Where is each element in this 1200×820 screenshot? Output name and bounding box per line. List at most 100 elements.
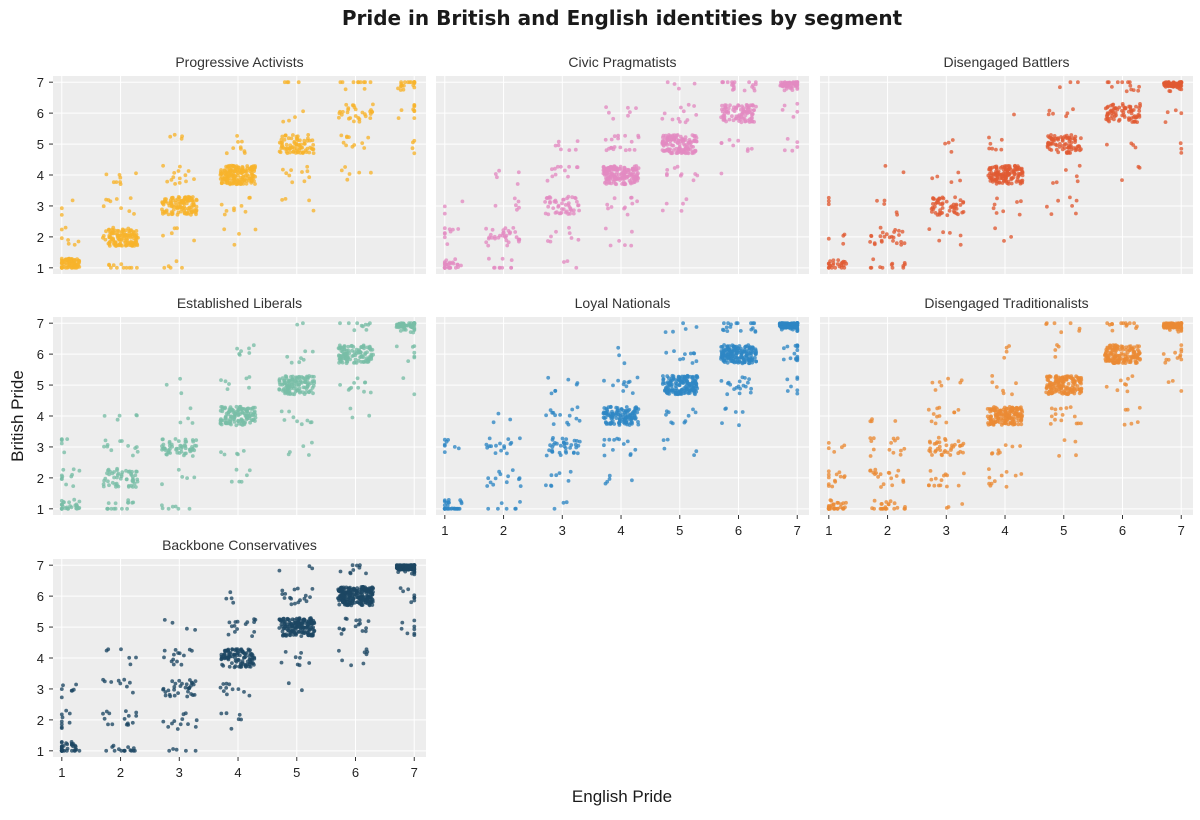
data-point — [305, 138, 310, 143]
data-point — [237, 232, 241, 236]
data-point — [281, 167, 285, 172]
data-point — [1013, 473, 1018, 478]
data-point — [577, 439, 582, 444]
data-point — [1014, 411, 1019, 416]
data-point — [497, 469, 501, 474]
data-point — [295, 322, 300, 327]
data-point — [238, 168, 242, 173]
data-point — [694, 449, 699, 454]
data-point — [1010, 392, 1014, 397]
data-point — [399, 80, 403, 85]
data-point — [720, 421, 724, 425]
data-point — [1071, 107, 1075, 112]
data-point — [448, 265, 452, 270]
data-point — [988, 166, 993, 170]
data-point — [284, 376, 289, 381]
data-point — [247, 167, 252, 172]
data-point — [952, 210, 957, 215]
data-point — [394, 344, 399, 349]
data-point — [1049, 141, 1054, 146]
data-point — [228, 419, 233, 424]
data-point — [740, 410, 745, 414]
data-point — [795, 109, 800, 114]
data-point — [795, 140, 800, 145]
data-point — [1108, 352, 1113, 357]
data-point — [611, 448, 615, 452]
data-point — [161, 202, 166, 207]
data-point — [694, 325, 699, 329]
data-point — [750, 112, 755, 116]
data-point — [224, 421, 229, 426]
data-point — [1133, 145, 1138, 150]
data-point — [103, 237, 108, 242]
data-point — [753, 348, 758, 353]
data-point — [950, 204, 954, 209]
data-point — [574, 416, 579, 421]
data-point — [1163, 360, 1168, 365]
data-point — [750, 357, 755, 362]
data-point — [1173, 108, 1178, 113]
data-point — [958, 380, 963, 385]
data-point — [344, 357, 349, 362]
data-point — [245, 164, 250, 168]
data-point — [995, 413, 999, 417]
data-point — [878, 506, 883, 511]
data-point — [1120, 178, 1124, 183]
data-point — [309, 420, 314, 425]
data-point — [170, 679, 175, 684]
data-point — [898, 452, 903, 457]
data-point — [890, 265, 895, 270]
data-point — [106, 501, 111, 505]
data-point — [571, 451, 576, 455]
data-point — [550, 445, 555, 449]
data-point — [369, 354, 374, 359]
data-point — [163, 210, 167, 215]
data-point — [679, 105, 683, 110]
data-point — [498, 441, 502, 446]
data-point — [252, 167, 257, 172]
data-point — [398, 329, 403, 333]
data-point — [1130, 374, 1135, 378]
data-point — [1008, 416, 1012, 420]
data-point — [296, 80, 301, 85]
data-point — [412, 108, 417, 113]
data-point — [1131, 88, 1136, 92]
data-point — [1054, 388, 1059, 393]
data-point — [612, 196, 617, 201]
data-point — [244, 376, 249, 381]
data-point — [900, 229, 905, 234]
data-point — [725, 392, 730, 397]
data-point — [1071, 383, 1075, 388]
data-point — [575, 199, 579, 204]
data-point — [887, 447, 892, 452]
data-point — [101, 204, 106, 209]
data-point — [105, 444, 110, 449]
data-point — [122, 717, 127, 721]
data-point — [365, 350, 369, 355]
data-point — [949, 150, 954, 154]
data-point — [357, 119, 362, 124]
data-point — [442, 265, 447, 270]
data-point — [297, 386, 302, 391]
data-point — [238, 407, 243, 412]
data-point — [487, 256, 491, 261]
data-point — [724, 325, 729, 330]
data-point — [635, 375, 640, 380]
data-point — [177, 181, 182, 185]
data-point — [394, 325, 399, 329]
data-point — [739, 107, 743, 112]
data-point — [1062, 391, 1067, 395]
data-point — [363, 322, 368, 327]
data-point — [1011, 175, 1016, 180]
data-point — [284, 150, 289, 154]
data-point — [1006, 173, 1011, 178]
data-point — [187, 506, 192, 511]
data-point — [344, 102, 349, 107]
data-point — [546, 239, 550, 243]
data-point — [290, 374, 295, 379]
data-point — [1060, 147, 1065, 152]
data-point — [359, 345, 364, 349]
data-point — [1067, 139, 1072, 144]
data-point — [663, 148, 667, 153]
data-point — [1047, 147, 1052, 152]
